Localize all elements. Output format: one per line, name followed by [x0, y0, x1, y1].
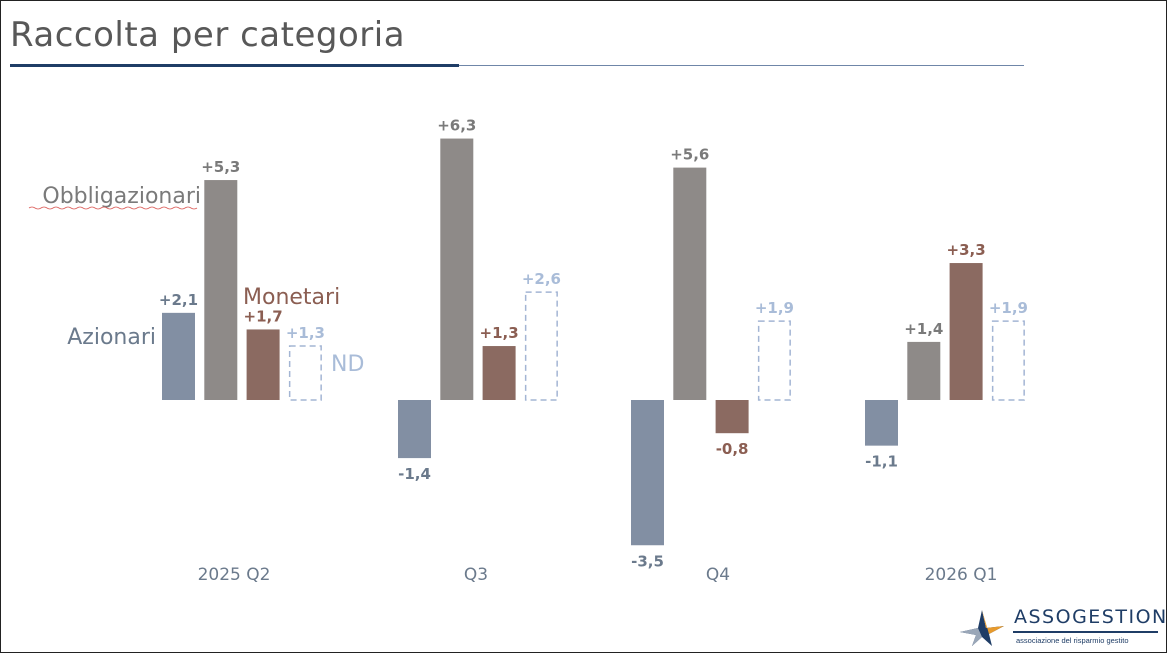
assogestioni-logo: ASSOGESTIONI associazione del risparmio …	[956, 606, 1169, 648]
bar-azionari	[865, 400, 898, 446]
bar-nd	[524, 291, 558, 401]
bar-nd	[757, 320, 791, 401]
category-label: 2026 Q1	[925, 565, 998, 585]
data-label-monetari: +1,7	[244, 307, 283, 325]
data-label-nd: +1,9	[755, 299, 794, 317]
legend-azionari: Azionari	[67, 325, 156, 350]
data-label-monetari: +1,3	[480, 324, 519, 342]
bar-azionari	[631, 400, 664, 546]
data-label-nd: +1,9	[989, 299, 1028, 317]
bar-azionari	[398, 400, 431, 459]
data-label-monetari: -0,8	[716, 440, 749, 458]
bar-monetari	[246, 329, 280, 400]
bar-obbligazionari	[440, 138, 474, 401]
data-label-monetari: +3,3	[947, 241, 986, 259]
logo-name: ASSOGESTIONI	[1014, 606, 1169, 628]
data-label-azionari: -3,5	[631, 552, 664, 570]
bar-nd	[288, 345, 322, 401]
bar-nd	[991, 320, 1025, 401]
category-label: 2025 Q2	[198, 565, 271, 585]
bar-monetari	[715, 400, 749, 434]
category-label: Q3	[464, 565, 488, 585]
title-divider	[10, 65, 1024, 66]
page-title: Raccolta per categoria	[10, 15, 406, 55]
bar-obbligazionari	[673, 167, 707, 400]
title-divider-accent	[10, 64, 459, 67]
data-label-nd: +1,3	[286, 324, 325, 342]
bar-monetari	[949, 263, 983, 400]
bar-obbligazionari	[907, 341, 941, 400]
data-label-obbligazionari: +5,3	[201, 158, 240, 176]
spellcheck-underline	[28, 206, 198, 210]
bar-monetari	[482, 346, 516, 400]
data-label-nd: +2,6	[522, 270, 561, 288]
data-label-obbligazionari: +1,4	[904, 320, 943, 338]
legend-monetari: Monetari	[243, 285, 340, 310]
data-label-azionari: +2,1	[159, 291, 198, 309]
logo-underline	[1013, 631, 1158, 633]
data-label-azionari: -1,1	[865, 453, 898, 471]
legend-obbligazionari: Obbligazionari	[42, 184, 201, 209]
data-label-azionari: -1,4	[398, 465, 431, 483]
data-label-obbligazionari: +6,3	[437, 117, 476, 135]
category-label: Q4	[706, 565, 730, 585]
bar-obbligazionari	[204, 180, 238, 400]
data-label-obbligazionari: +5,6	[670, 146, 709, 164]
logo-tagline: associazione del risparmio gestito	[1016, 636, 1129, 645]
star-logo-icon	[960, 610, 1004, 646]
legend-nd: ND	[331, 352, 364, 377]
bar-azionari	[162, 312, 195, 400]
